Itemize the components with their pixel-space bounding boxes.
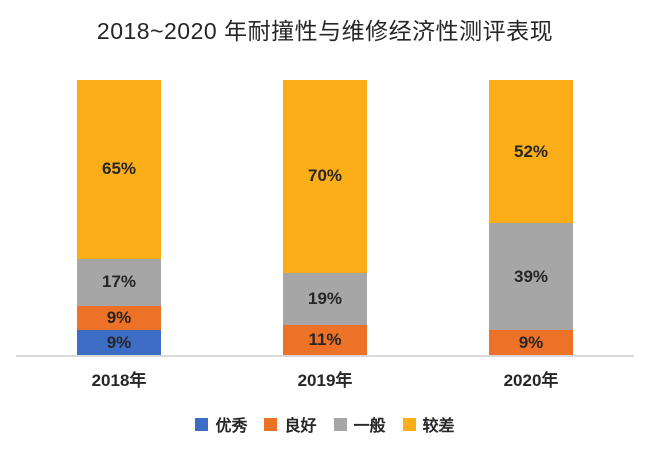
legend-swatch-average (333, 417, 347, 431)
x-axis-label-2018年: 2018年 (91, 371, 147, 390)
segment-good: 9% (489, 330, 573, 355)
legend-item-good: 良好 (264, 412, 317, 436)
legend-swatch-poor (402, 417, 416, 431)
segment-good: 9% (77, 305, 161, 331)
segment-poor: 52% (489, 80, 573, 223)
segment-poor: 70% (283, 80, 367, 273)
x-axis-label-2020年: 2020年 (503, 371, 559, 390)
segment-poor: 65% (77, 80, 161, 259)
segment-excellent: 9% (77, 330, 161, 355)
legend-swatch-good (264, 417, 278, 431)
legend-label-excellent: 优秀 (215, 418, 248, 435)
segment-average: 39% (489, 223, 573, 331)
legend-label-poor: 较差 (422, 418, 455, 435)
plot-area: 9% 9% 17% 65% 11% 19% 70% 9% 39% 52% (16, 80, 634, 357)
segment-average: 17% (77, 258, 161, 306)
legend-label-good: 良好 (284, 418, 317, 435)
stacked-bar-2018年: 9% 9% 17% 65% (77, 80, 161, 355)
x-axis-label-2019年: 2019年 (297, 371, 353, 390)
segment-good: 11% (283, 324, 367, 355)
legend: 优秀 良好 一般 较差 (0, 412, 650, 436)
stacked-bar-2020年: 9% 39% 52% (489, 80, 573, 355)
bar-slot-2018年: 9% 9% 17% 65% (16, 80, 222, 355)
legend-swatch-excellent (195, 417, 209, 431)
bar-slot-2020年: 9% 39% 52% (428, 80, 634, 355)
legend-item-average: 一般 (333, 412, 386, 436)
chart-title: 2018~2020 年耐撞性与维修经济性测评表现 (96, 18, 554, 44)
legend-item-excellent: 优秀 (195, 412, 247, 436)
legend-item-poor: 较差 (402, 412, 455, 436)
segment-average: 19% (283, 272, 367, 325)
bar-slot-2019年: 11% 19% 70% (222, 80, 428, 355)
legend-label-average: 一般 (353, 418, 386, 435)
stacked-bar-2019年: 11% 19% 70% (283, 80, 367, 355)
x-axis-labels: 2018年 2019年 2020年 (16, 357, 634, 391)
